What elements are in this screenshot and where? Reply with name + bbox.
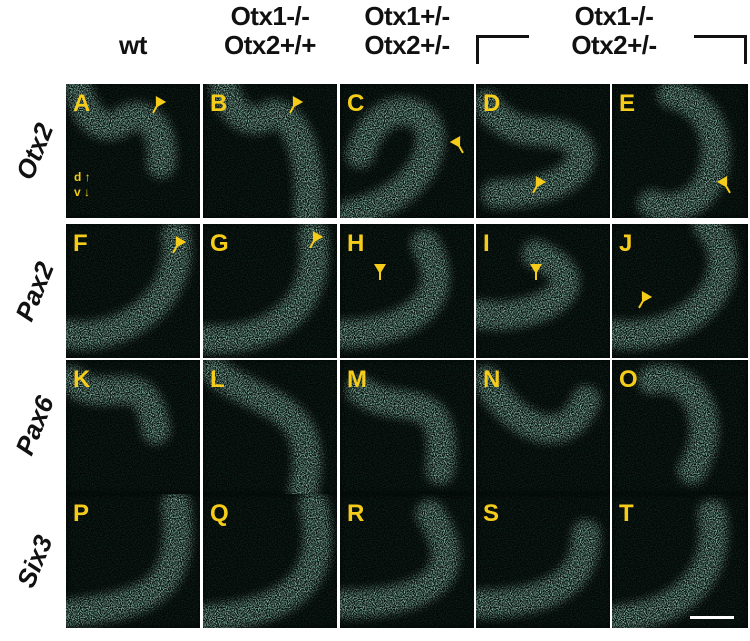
panel-letter: A xyxy=(73,90,91,117)
panel-letter: I xyxy=(483,230,490,257)
micrograph-panel-R: R xyxy=(340,494,474,628)
micrograph-panel-S: S xyxy=(476,494,610,628)
micrograph-panel-P: P xyxy=(66,494,200,628)
header-line1: Otx1-/- xyxy=(230,1,310,31)
panel-letter: F xyxy=(73,230,88,257)
expression-signal xyxy=(203,224,337,358)
arrow-icon xyxy=(309,231,324,249)
expression-signal xyxy=(476,84,610,218)
arrow-icon xyxy=(638,291,653,309)
micrograph-panel-N: N xyxy=(476,360,610,494)
arrow-icon xyxy=(716,176,731,194)
panel-letter: P xyxy=(73,500,90,527)
micrograph-panel-F: F xyxy=(66,224,200,358)
micrograph-panel-B: B xyxy=(203,84,337,218)
expression-signal xyxy=(66,360,200,494)
arrow-icon xyxy=(172,236,187,254)
row-label-pax6: Pax6 xyxy=(9,391,60,460)
micrograph-panel-G: G xyxy=(203,224,337,358)
micrograph-panel-L: L xyxy=(203,360,337,494)
micrograph-panel-Q: Q xyxy=(203,494,337,628)
micrograph-panel-E: E xyxy=(612,84,748,218)
micrograph-panel-C: C xyxy=(340,84,474,218)
panel-letter: R xyxy=(347,500,365,527)
arrow-icon xyxy=(152,96,167,114)
header-line2: Otx2+/- xyxy=(571,30,657,60)
header-line1: Otx1-/- xyxy=(574,1,654,31)
orientation-indicator: d ↑ v ↓ xyxy=(74,170,91,199)
panel-letter: H xyxy=(347,230,365,257)
scale-bar xyxy=(690,616,734,619)
panel-letter: G xyxy=(210,230,229,257)
header-line1 xyxy=(63,2,203,31)
expression-signal xyxy=(203,84,337,218)
expression-signal xyxy=(476,494,610,628)
row-label-otx2: Otx2 xyxy=(9,118,60,184)
expression-signal xyxy=(340,84,474,218)
panel-letter: B xyxy=(210,90,228,117)
expression-signal xyxy=(612,360,748,494)
panel-letter: J xyxy=(619,230,633,257)
micrograph-panel-H: H xyxy=(340,224,474,358)
arrow-icon xyxy=(530,264,542,280)
micrograph-panel-I: I xyxy=(476,224,610,358)
ventral-label: v xyxy=(74,185,81,199)
micrograph-panel-M: M xyxy=(340,360,474,494)
panel-letter: E xyxy=(619,90,636,117)
expression-signal xyxy=(612,84,748,218)
column-header-otx1ko-otx2het: Otx1-/- Otx2+/- xyxy=(544,2,684,60)
expression-signal xyxy=(66,224,200,358)
panel-letter: M xyxy=(347,366,367,393)
panel-letter: N xyxy=(483,366,501,393)
panel-letter: C xyxy=(347,90,365,117)
panel-letter: L xyxy=(210,366,225,393)
panel-letter: K xyxy=(73,366,91,393)
expression-signal xyxy=(66,494,200,628)
expression-signal xyxy=(66,84,200,218)
expression-signal xyxy=(340,494,474,628)
panel-letter: D xyxy=(483,90,501,117)
panel-letter: O xyxy=(619,366,638,393)
expression-signal xyxy=(612,494,748,628)
expression-signal xyxy=(476,224,610,358)
column-header-otx1ko: Otx1-/- Otx2+/+ xyxy=(200,2,340,60)
header-line2: Otx2+/- xyxy=(364,30,450,60)
header-line2: Otx2+/+ xyxy=(224,30,316,60)
expression-signal xyxy=(612,224,748,358)
micrograph-panel-O: O xyxy=(612,360,748,494)
expression-signal xyxy=(340,224,474,358)
micrograph-panel-J: J xyxy=(612,224,748,358)
header-line1: Otx1+/- xyxy=(364,1,450,31)
arrow-icon xyxy=(374,264,386,280)
column-header-wt: wt xyxy=(63,2,203,60)
arrow-icon xyxy=(532,176,547,194)
expression-signal xyxy=(203,360,337,494)
column-header-double-het: Otx1+/- Otx2+/- xyxy=(337,2,477,60)
arrow-icon xyxy=(449,136,464,154)
panel-letter: T xyxy=(619,500,634,527)
panel-letter: Q xyxy=(210,500,229,527)
dorsal-label: d xyxy=(74,170,82,184)
row-label-six3: Six3 xyxy=(10,530,59,592)
expression-signal xyxy=(340,360,474,494)
expression-signal xyxy=(203,494,337,628)
panel-letter: S xyxy=(483,500,500,527)
micrograph-panel-T: T xyxy=(612,494,748,628)
bracket-left xyxy=(476,35,529,64)
row-label-pax2: Pax2 xyxy=(9,257,60,326)
arrow-icon xyxy=(289,96,304,114)
bracket-right xyxy=(694,35,747,64)
header-line2: wt xyxy=(119,30,147,60)
micrograph-panel-K: K xyxy=(66,360,200,494)
micrograph-panel-D: D xyxy=(476,84,610,218)
expression-signal xyxy=(476,360,610,494)
